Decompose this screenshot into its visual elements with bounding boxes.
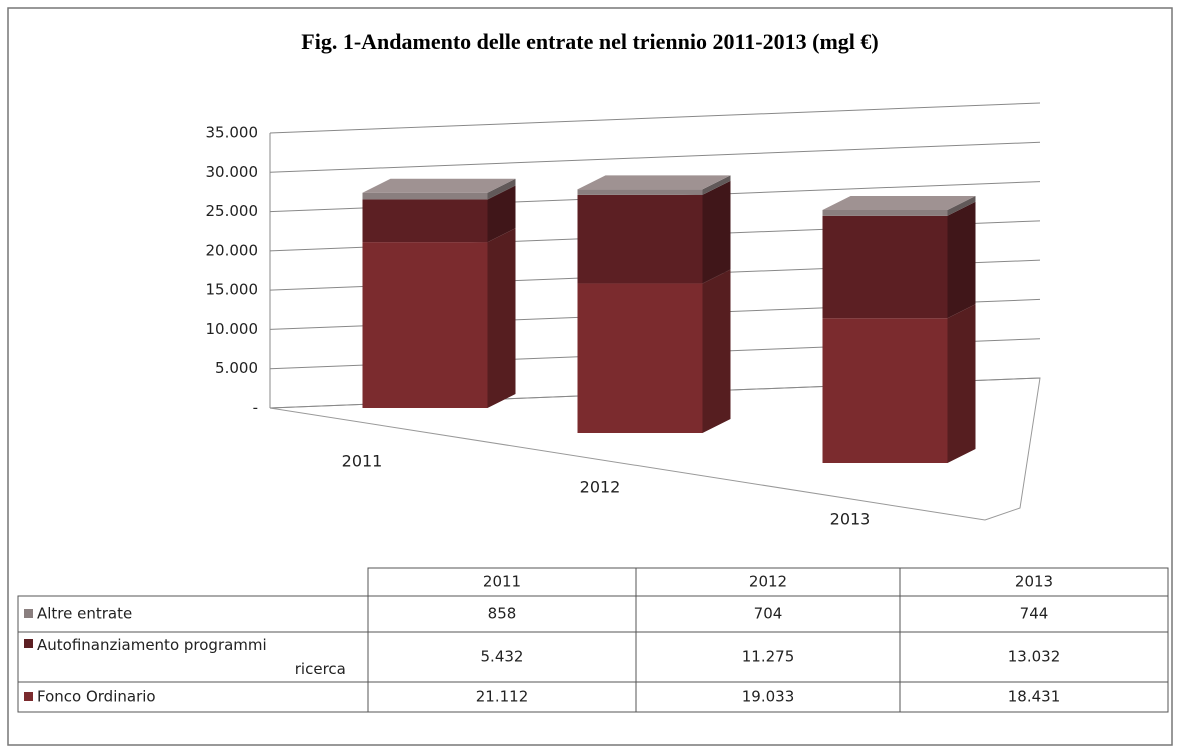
table-header: 2012: [749, 573, 787, 591]
y-tick-label: 25.000: [206, 202, 259, 220]
bar-top: [362, 178, 516, 193]
bar-side: [947, 201, 976, 319]
x-tick-label: 2011: [342, 452, 383, 471]
bar: [577, 283, 703, 433]
bar: [362, 192, 488, 200]
bar-side: [947, 304, 976, 463]
bar-side: [487, 228, 516, 408]
table-cell: 11.275: [742, 648, 795, 666]
x-tick-label: 2013: [830, 510, 871, 529]
bar-side: [702, 269, 731, 433]
bar: [577, 189, 703, 195]
bar: [822, 209, 948, 216]
y-tick-label: 20.000: [206, 241, 259, 259]
y-tick-label: 30.000: [206, 163, 259, 181]
bar-side: [702, 175, 731, 195]
bar: [362, 199, 488, 243]
bar-top: [577, 175, 731, 190]
legend-swatch: [24, 609, 33, 618]
table-cell: 18.431: [1008, 688, 1061, 706]
y-tick-label: 5.000: [215, 359, 258, 377]
table-cell: 5.432: [481, 648, 524, 666]
table-cell: 858: [488, 605, 517, 623]
legend-label: Altre entrate: [37, 605, 132, 623]
chart-title: Fig. 1-Andamento delle entrate nel trien…: [301, 29, 878, 54]
bar-top: [822, 195, 976, 210]
bar: [362, 242, 488, 408]
table-cell: 744: [1020, 605, 1049, 623]
y-tick-label: 15.000: [206, 281, 259, 299]
legend-label: Autofinanziamento programmi ricerca: [37, 636, 346, 678]
table-cell: 19.033: [742, 688, 795, 706]
legend-swatch: [24, 639, 33, 648]
y-tick-label: 10.000: [206, 320, 259, 338]
table-cell: 13.032: [1008, 648, 1061, 666]
bar-side: [487, 178, 516, 200]
legend-label: Fonco Ordinario: [37, 688, 156, 706]
legend-swatch: [24, 692, 33, 701]
table-header: 2011: [483, 573, 521, 591]
bar: [822, 318, 948, 463]
x-tick-label: 2012: [580, 478, 621, 497]
grid-line: [269, 141, 1041, 173]
table-cell: 21.112: [476, 688, 529, 706]
y-tick-label: -: [253, 399, 258, 417]
bar: [577, 194, 703, 284]
bar: [822, 215, 948, 319]
bar-side: [702, 180, 731, 284]
bar-side: [947, 195, 976, 216]
table-cell: 704: [754, 605, 783, 623]
grid-line: [269, 102, 1041, 134]
y-tick-label: 35.000: [206, 124, 259, 142]
table-header: 2013: [1015, 573, 1053, 591]
bar-side: [487, 185, 516, 243]
